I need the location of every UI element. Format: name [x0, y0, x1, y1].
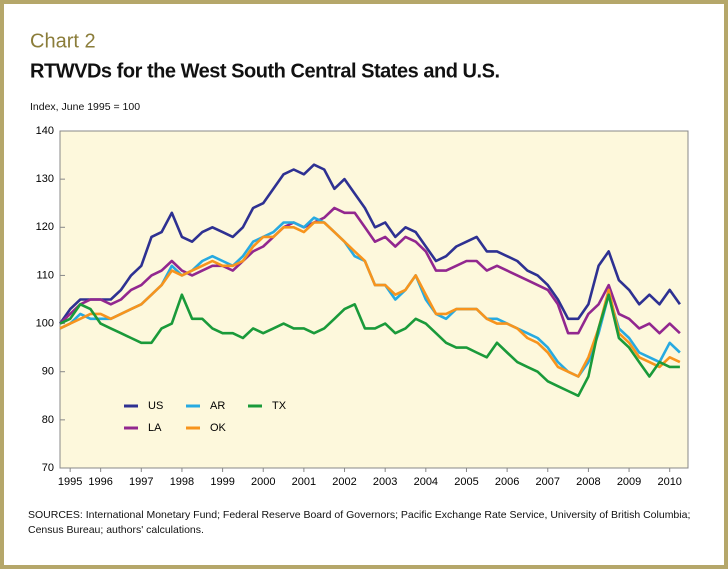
legend-label: AR — [210, 400, 225, 412]
chart-kicker: Chart 2 — [30, 30, 96, 52]
x-tick-label: 2001 — [292, 476, 316, 488]
x-tick-label: 2009 — [617, 476, 641, 488]
y-tick-label: 70 — [42, 462, 54, 474]
x-tick-label: 2005 — [454, 476, 478, 488]
x-tick-label: 1995 — [58, 476, 82, 488]
y-axis-label: Index, June 1995 = 100 — [30, 101, 140, 113]
source-note: SOURCES: International Monetary Fund; Fe… — [28, 509, 691, 536]
chart-title: RTWVDs for the West South Central States… — [30, 60, 500, 82]
y-tick-label: 80 — [42, 414, 54, 426]
legend-label: TX — [272, 400, 287, 412]
y-tick-label: 110 — [36, 269, 54, 281]
x-tick-label: 1997 — [129, 476, 153, 488]
x-tick-label: 2010 — [657, 476, 681, 488]
y-tick-label: 100 — [36, 317, 54, 329]
x-tick-label: 2002 — [332, 476, 356, 488]
legend-label: US — [148, 400, 163, 412]
y-tick-label: 130 — [36, 173, 54, 185]
legend-label: OK — [210, 422, 227, 434]
series-line — [59, 293, 680, 398]
series-line — [58, 163, 681, 325]
source-box: SOURCES: International Monetary Fund; Fe… — [28, 509, 691, 536]
x-tick-label: 1999 — [210, 476, 234, 488]
y-tick-label: 140 — [36, 125, 54, 137]
x-tick-label: 2000 — [251, 476, 275, 488]
x-tick-label: 2007 — [536, 476, 560, 488]
y-tick-label: 90 — [42, 366, 54, 378]
legend-label: LA — [148, 422, 162, 434]
plot-area — [59, 130, 689, 469]
x-tick-label: 2003 — [373, 476, 397, 488]
chart: Chart 2 RTWVDs for the West South Centra… — [28, 30, 691, 536]
series-line — [59, 221, 681, 378]
series-line — [59, 206, 681, 335]
x-tick-label: 2006 — [495, 476, 519, 488]
x-tick-label: 2004 — [414, 476, 438, 488]
x-tick-label: 2008 — [576, 476, 600, 488]
x-tick-label: 1998 — [170, 476, 194, 488]
y-tick-label: 120 — [36, 221, 54, 233]
x-tick-label: 1996 — [88, 476, 112, 488]
